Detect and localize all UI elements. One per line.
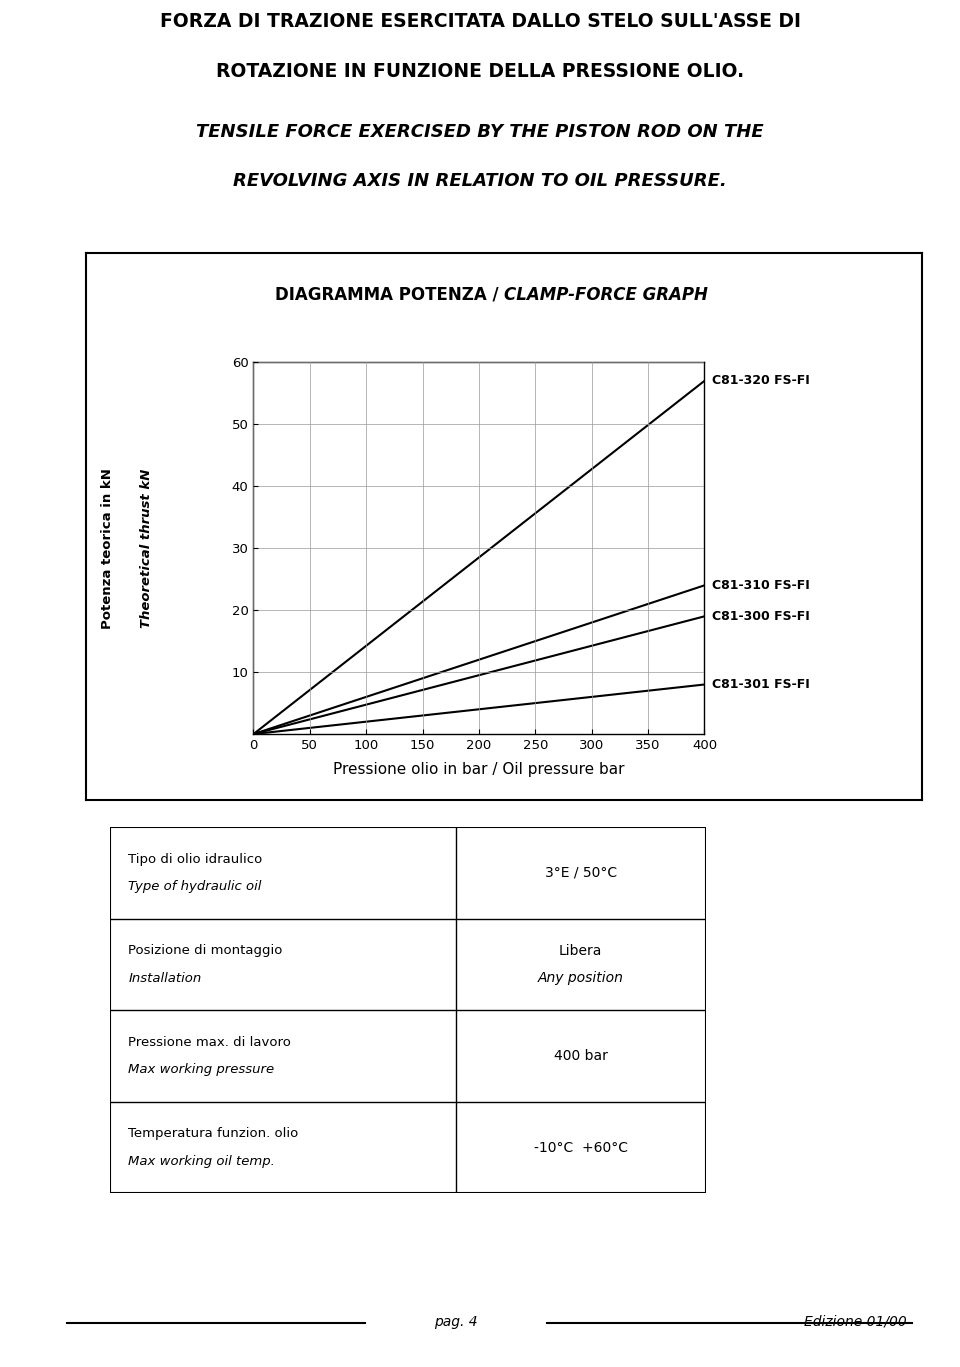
Text: C81-301 FS-FI: C81-301 FS-FI xyxy=(712,678,810,690)
Text: ROTAZIONE IN FUNZIONE DELLA PRESSIONE OLIO.: ROTAZIONE IN FUNZIONE DELLA PRESSIONE OL… xyxy=(216,62,744,81)
Text: Pressione max. di lavoro: Pressione max. di lavoro xyxy=(129,1036,291,1048)
Text: Edizione 01/00: Edizione 01/00 xyxy=(804,1315,907,1329)
Text: C81-310 FS-FI: C81-310 FS-FI xyxy=(712,578,810,592)
Text: Potenza teorica in kN: Potenza teorica in kN xyxy=(101,468,114,629)
Text: Libera: Libera xyxy=(559,943,602,958)
Text: Temperatura funzion. olio: Temperatura funzion. olio xyxy=(129,1128,299,1140)
Text: REVOLVING AXIS IN RELATION TO OIL PRESSURE.: REVOLVING AXIS IN RELATION TO OIL PRESSU… xyxy=(233,172,727,190)
Text: C81-300 FS-FI: C81-300 FS-FI xyxy=(712,610,810,623)
Text: CLAMP-FORCE GRAPH: CLAMP-FORCE GRAPH xyxy=(504,286,708,303)
Text: C81-320 FS-FI: C81-320 FS-FI xyxy=(712,375,810,387)
Text: DIAGRAMMA POTENZA /: DIAGRAMMA POTENZA / xyxy=(275,286,504,303)
Text: -10°C  +60°C: -10°C +60°C xyxy=(534,1140,628,1155)
Text: Tipo di olio idraulico: Tipo di olio idraulico xyxy=(129,853,262,865)
Text: TENSILE FORCE EXERCISED BY THE PISTON ROD ON THE: TENSILE FORCE EXERCISED BY THE PISTON RO… xyxy=(196,123,764,141)
Text: Pressione olio in bar / Oil pressure bar: Pressione olio in bar / Oil pressure bar xyxy=(333,763,625,776)
Text: Type of hydraulic oil: Type of hydraulic oil xyxy=(129,880,262,893)
Text: Any position: Any position xyxy=(538,971,624,986)
Text: pag. 4: pag. 4 xyxy=(434,1315,478,1329)
Text: 400 bar: 400 bar xyxy=(554,1048,608,1064)
Text: FORZA DI TRAZIONE ESERCITATA DALLO STELO SULL'ASSE DI: FORZA DI TRAZIONE ESERCITATA DALLO STELO… xyxy=(159,12,801,31)
Text: Theoretical thrust kN: Theoretical thrust kN xyxy=(140,469,154,627)
Text: Max working oil temp.: Max working oil temp. xyxy=(129,1155,276,1167)
Text: Max working pressure: Max working pressure xyxy=(129,1064,275,1076)
Text: Installation: Installation xyxy=(129,972,202,984)
Text: Posizione di montaggio: Posizione di montaggio xyxy=(129,945,282,957)
Text: 3°E / 50°C: 3°E / 50°C xyxy=(544,865,616,880)
